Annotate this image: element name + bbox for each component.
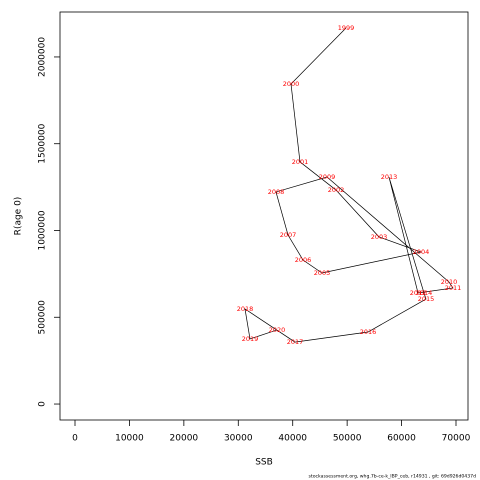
y-axis-label: R(age 0) bbox=[14, 197, 24, 236]
year-label: 2002 bbox=[328, 186, 345, 194]
y-tick-label: 500000 bbox=[38, 300, 48, 335]
year-label: 2011 bbox=[445, 284, 462, 292]
x-tick-label: 10000 bbox=[115, 434, 144, 444]
x-tick-label: 60000 bbox=[387, 434, 416, 444]
year-label: 2005 bbox=[314, 269, 331, 277]
y-tick-label: 1000000 bbox=[38, 210, 48, 250]
year-label: 2007 bbox=[280, 231, 297, 239]
year-label: 2020 bbox=[269, 326, 286, 334]
path-line bbox=[244, 27, 454, 343]
y-tick-label: 2000000 bbox=[38, 37, 48, 77]
x-tick-label: 50000 bbox=[333, 434, 362, 444]
year-label: 2019 bbox=[242, 335, 259, 343]
x-tick-label: 0 bbox=[72, 434, 78, 444]
x-tick-label: 30000 bbox=[224, 434, 253, 444]
year-label: 2016 bbox=[360, 328, 377, 336]
year-label: 2013 bbox=[381, 173, 398, 181]
year-label: 2009 bbox=[319, 173, 336, 181]
x-axis-label: SSB bbox=[255, 458, 273, 468]
year-label: 2003 bbox=[371, 233, 388, 241]
y-tick-label: 0 bbox=[38, 401, 48, 407]
year-label: 2015 bbox=[418, 295, 435, 303]
year-label: 2010 bbox=[441, 278, 458, 286]
year-label: 2001 bbox=[292, 158, 309, 166]
year-label: 2008 bbox=[268, 188, 285, 196]
year-label: 2018 bbox=[237, 305, 254, 313]
x-tick-label: 40000 bbox=[278, 434, 307, 444]
x-tick-label: 70000 bbox=[442, 434, 471, 444]
plot-frame bbox=[59, 11, 469, 421]
x-tick-label: 20000 bbox=[170, 434, 199, 444]
year-label: 2004 bbox=[413, 248, 430, 256]
year-label: 2006 bbox=[295, 256, 312, 264]
y-tick-label: 1500000 bbox=[38, 123, 48, 163]
year-label: 2000 bbox=[283, 80, 300, 88]
footer: stockassessment.org, whg.7b-ce-k_IBP_ceb… bbox=[309, 474, 477, 480]
year-label: 2014 bbox=[416, 289, 433, 297]
year-label: 1999 bbox=[338, 24, 355, 32]
year-label: 2012 bbox=[410, 289, 427, 297]
year-label: 2017 bbox=[287, 338, 304, 346]
